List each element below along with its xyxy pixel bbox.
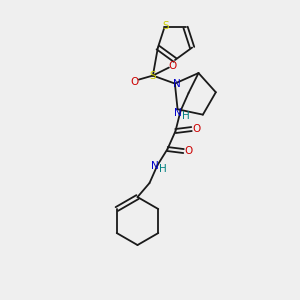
Text: N: N — [174, 108, 182, 118]
Text: O: O — [169, 61, 177, 70]
Text: O: O — [192, 124, 201, 134]
Text: O: O — [184, 146, 193, 156]
Text: S: S — [162, 21, 169, 32]
Text: N: N — [151, 161, 158, 171]
Text: H: H — [159, 164, 167, 174]
Text: N: N — [173, 79, 181, 88]
Text: S: S — [150, 70, 156, 81]
Text: O: O — [131, 76, 139, 87]
Text: H: H — [182, 111, 189, 121]
